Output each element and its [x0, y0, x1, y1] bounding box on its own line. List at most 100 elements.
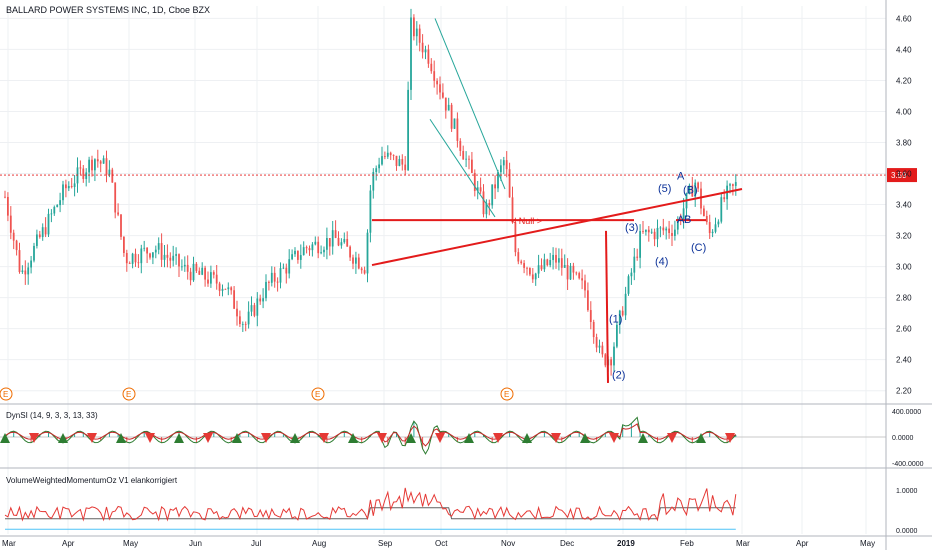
candle-body: [595, 337, 598, 348]
candle-body: [85, 172, 88, 179]
candle-body: [720, 197, 723, 222]
candle-body: [146, 247, 148, 254]
candle-body: [36, 234, 38, 246]
candle-body: [79, 167, 82, 169]
candle-body: [558, 258, 560, 263]
wave-label: A: [677, 214, 685, 226]
candle-body: [311, 244, 314, 251]
candle-body: [355, 257, 357, 264]
dynsi-signal-triangle: [261, 433, 271, 443]
dynsi-pane[interactable]: [0, 416, 886, 455]
candle-body: [711, 231, 714, 234]
candle-body: [239, 316, 241, 325]
candle-body: [47, 213, 50, 235]
candle-body: [705, 216, 708, 223]
dynsi-signal-triangle: [696, 433, 706, 443]
candle-body: [67, 186, 70, 189]
candle-body: [572, 265, 575, 273]
candle-body: [465, 158, 467, 160]
candle-body: [708, 222, 711, 234]
candle-body: [134, 253, 137, 263]
month-tick-label: Oct: [435, 539, 448, 548]
candle-body: [256, 298, 259, 316]
candle-body: [456, 118, 459, 141]
candle-body: [421, 42, 424, 53]
candle-body: [201, 267, 204, 275]
candle-body: [444, 97, 447, 111]
dynsi-tick-label: -400.0000: [892, 461, 924, 468]
candle-body: [273, 272, 276, 282]
candle-body: [569, 265, 572, 280]
candle-body: [326, 238, 328, 250]
month-tick-label: May: [123, 539, 138, 548]
candle-body: [230, 287, 233, 291]
candle-body: [62, 184, 64, 201]
candle-body: [4, 196, 6, 198]
candle-body: [473, 172, 476, 191]
candle-body: [381, 156, 383, 165]
candle-body: [442, 92, 444, 98]
earnings-marker-label: E: [126, 390, 131, 399]
price-tick-label: 3.40: [896, 201, 912, 210]
candle-body: [178, 254, 180, 267]
candle-body: [729, 184, 731, 186]
candle-body: [198, 270, 201, 275]
candle-body: [540, 265, 543, 270]
candle-body: [662, 227, 665, 231]
candle-body: [723, 197, 726, 200]
candle-body: [505, 160, 508, 170]
candle-body: [128, 263, 131, 265]
candle-body: [270, 272, 273, 283]
candle-body: [447, 104, 450, 111]
candle-body: [82, 168, 85, 179]
chart-title: BALLARD POWER SYSTEMS INC, 1D, Cboe BZX: [6, 5, 210, 15]
candle-body: [212, 272, 215, 275]
month-tick-label: Aug: [312, 539, 326, 548]
candle-body: [73, 183, 76, 188]
candle-body: [218, 283, 221, 291]
earnings-marker: [311, 387, 325, 401]
dynsi-signal-triangle: [29, 433, 39, 443]
month-tick-label: Nov: [501, 539, 515, 548]
dynsi-signal-triangle: [638, 433, 648, 443]
candle-body: [9, 215, 12, 233]
vwm-pane[interactable]: [4, 487, 737, 530]
vwm-tick-label: 0.0000: [896, 528, 918, 535]
candle-body: [415, 28, 418, 37]
candle-body: [210, 272, 212, 284]
vwm-average-line: [5, 507, 736, 520]
month-tick-label: Jun: [189, 539, 202, 548]
candle-body: [592, 321, 595, 338]
candle-body: [123, 236, 125, 253]
candle-body: [395, 155, 398, 166]
candle-body: [15, 240, 18, 251]
candle-body: [618, 310, 621, 325]
month-tick-label: Mar: [736, 539, 750, 548]
candle-body: [282, 267, 285, 269]
vertical-drop-line: [605, 230, 609, 383]
candle-body: [433, 71, 436, 81]
candle-body: [479, 187, 482, 192]
candle-body: [33, 245, 35, 261]
candle-body: [682, 208, 685, 221]
candle-body: [378, 164, 380, 169]
candle-body: [189, 271, 192, 281]
candle-body: [99, 161, 102, 164]
dynsi-signal-triangle: [174, 433, 184, 443]
candle-body: [320, 252, 322, 254]
candle-body: [714, 224, 717, 232]
wave-label: B: [684, 214, 691, 226]
candle-body: [114, 182, 117, 213]
price-pane[interactable]: < Null >(1)(2)(3)(4)(5)A(B)(C)A BE E E E: [0, 8, 886, 401]
candle-body: [337, 237, 340, 246]
dynsi-signal-triangle: [319, 433, 329, 443]
candle-body: [621, 310, 624, 316]
candle-body: [517, 252, 520, 262]
dynsi-signal-triangle: [348, 433, 358, 443]
candle-body: [543, 259, 546, 270]
candle-body: [314, 241, 317, 245]
month-tick-label: 2019: [617, 539, 635, 548]
candle-body: [192, 263, 195, 281]
candle-body: [656, 227, 659, 240]
